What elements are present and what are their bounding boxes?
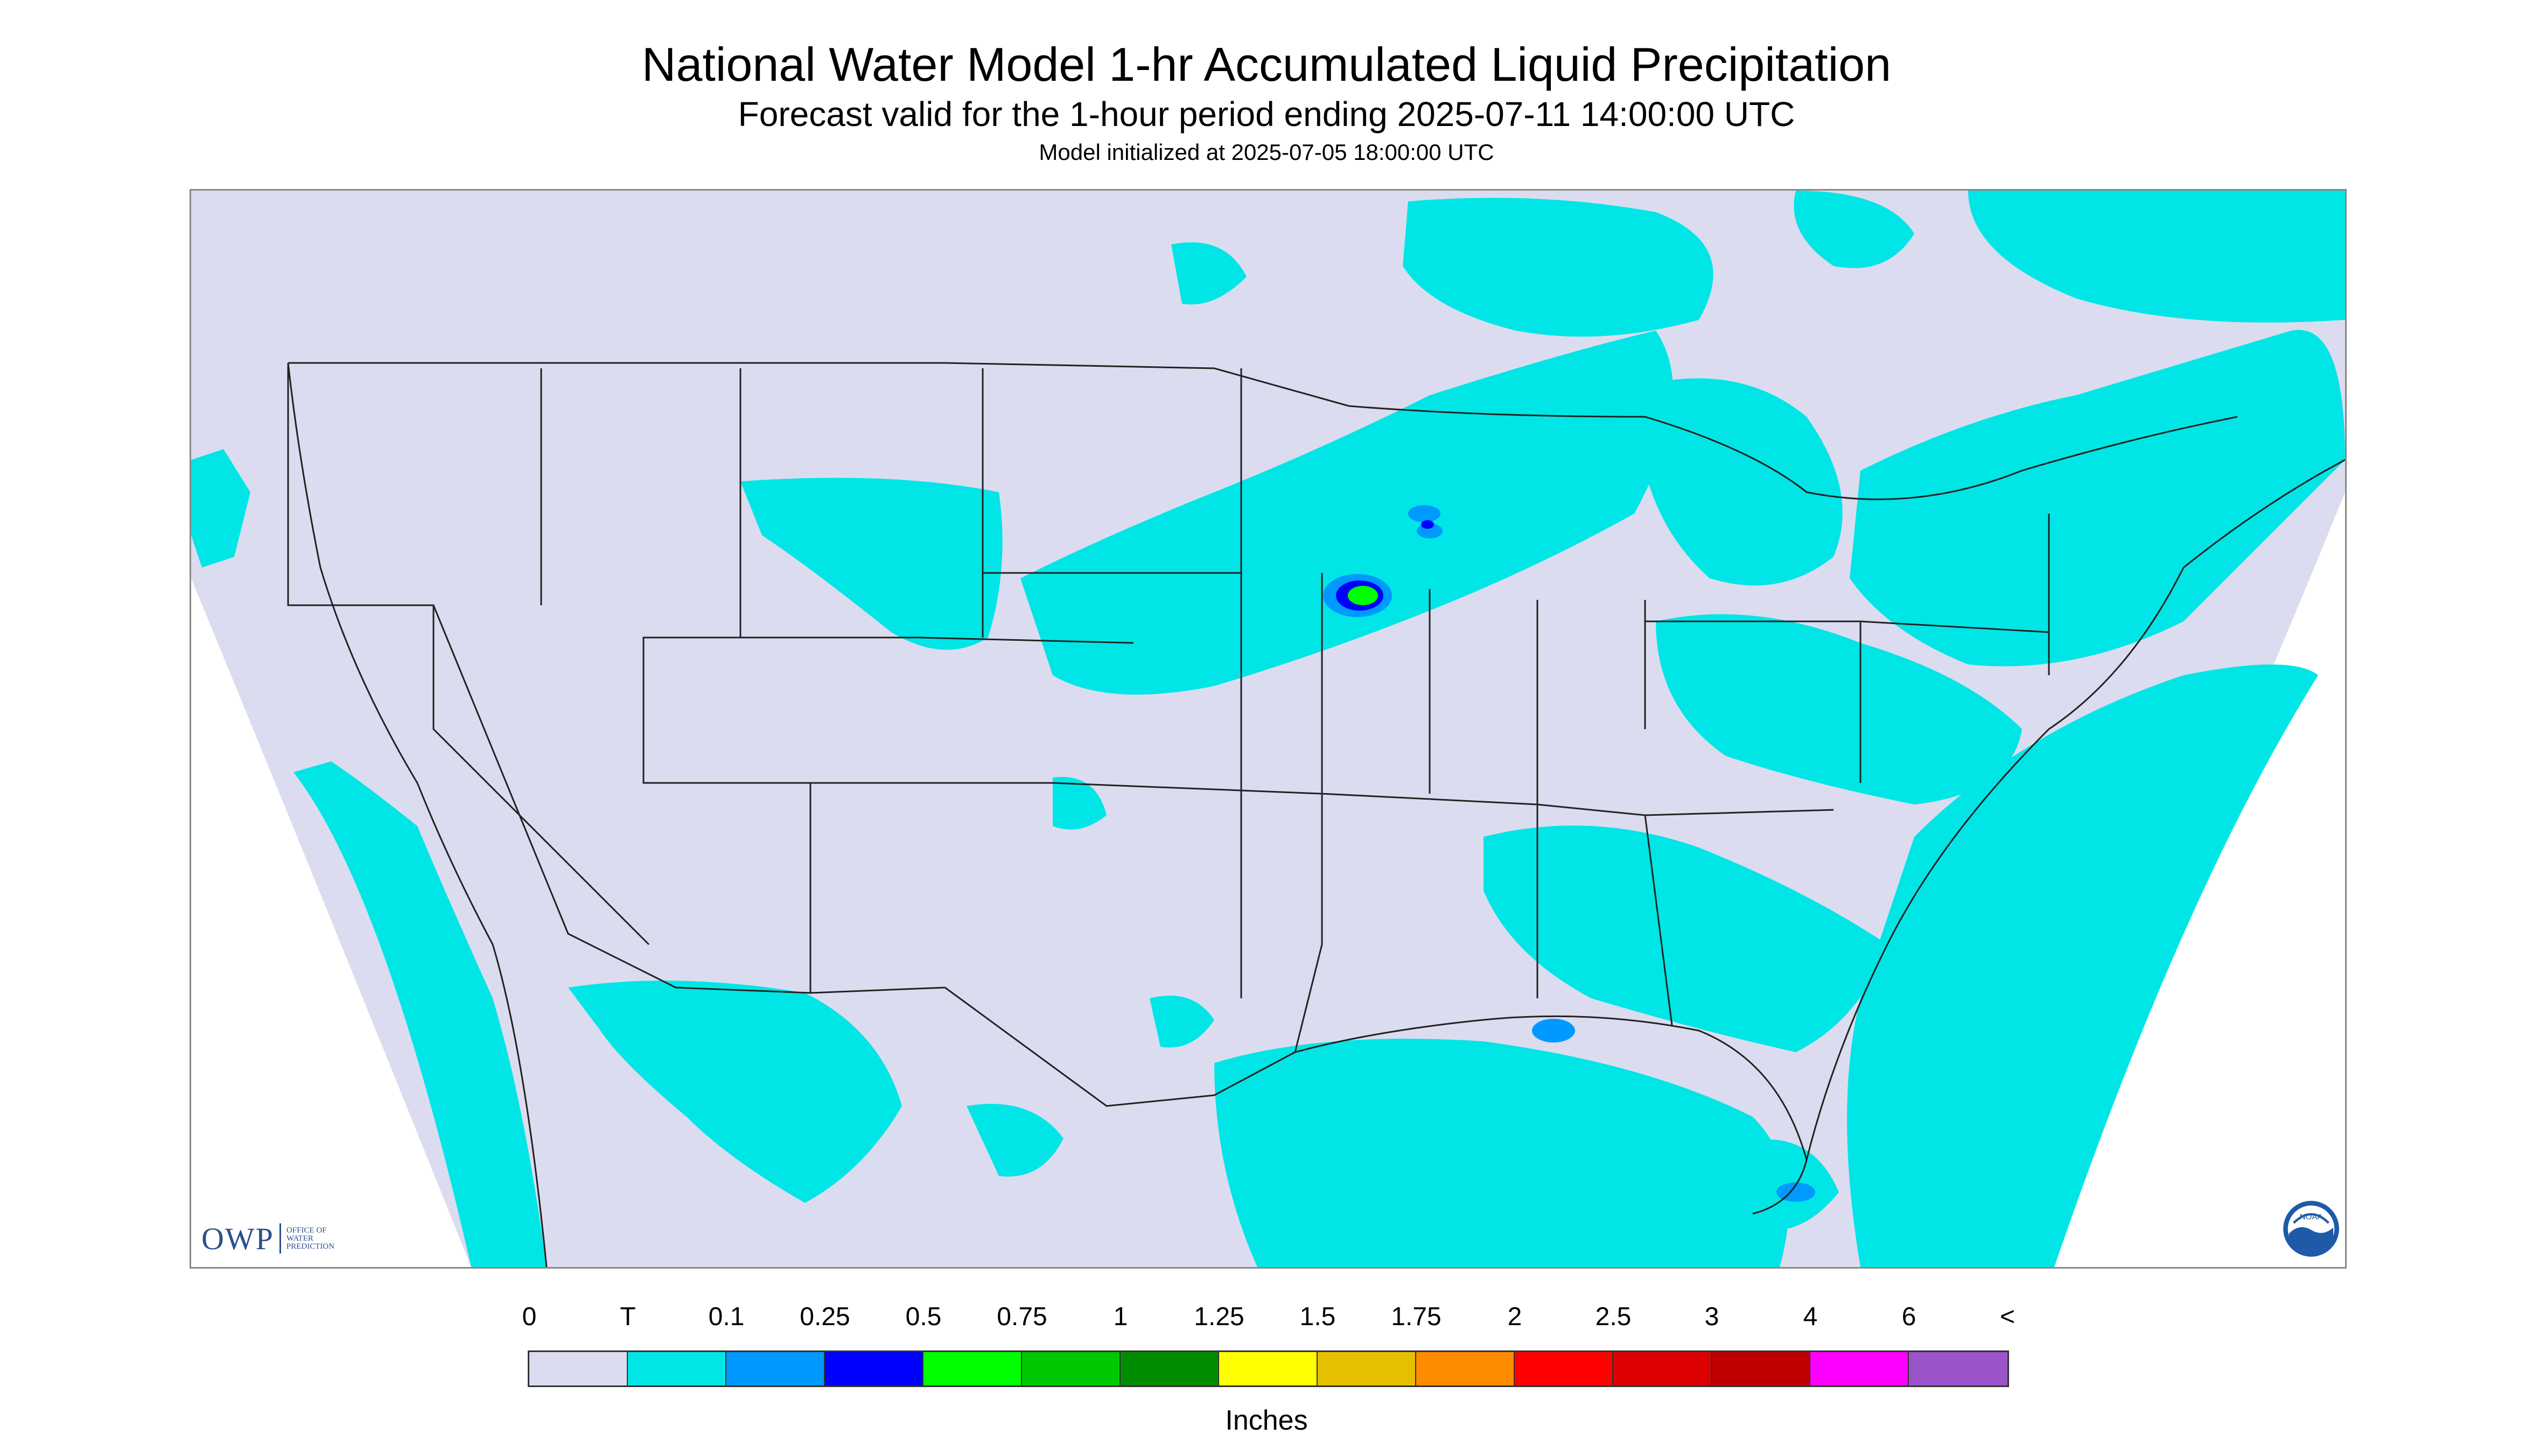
legend-swatch: [825, 1352, 923, 1385]
legend-label: <: [1999, 1303, 2016, 1331]
legend-label: 1.75: [1391, 1303, 1442, 1331]
legend-label: 0.75: [997, 1303, 1047, 1331]
map-subtitle: Forecast valid for the 1-hour period end…: [738, 95, 1795, 134]
noaa-logo-icon: NOAA: [2283, 1201, 2339, 1257]
legend-swatch: [1810, 1352, 1909, 1385]
legend-label: 0.25: [800, 1303, 850, 1331]
legend-label: 1: [1113, 1303, 1128, 1331]
legend-swatch: [726, 1352, 825, 1385]
legend-swatch: [1613, 1352, 1712, 1385]
legend-swatch: [1219, 1352, 1318, 1385]
legend-label: 1.25: [1194, 1303, 1244, 1331]
owp-logo: OWP OFFICE OF WATER PREDICTION: [201, 1221, 351, 1256]
legend-swatch: [1318, 1352, 1416, 1385]
legend-swatch: [1712, 1352, 1810, 1385]
legend-label: 2: [1507, 1303, 1522, 1331]
legend-colorbar: [528, 1350, 2009, 1387]
legend-label: 4: [1803, 1303, 1818, 1331]
legend-swatch: [1416, 1352, 1515, 1385]
legend-label: 1.5: [1299, 1303, 1336, 1331]
model-init-text: Model initialized at 2025-07-05 18:00:00…: [1039, 139, 1494, 165]
legend-label: 2.5: [1595, 1303, 1632, 1331]
owp-logo-divider: [279, 1223, 281, 1254]
legend-swatch: [923, 1352, 1022, 1385]
legend-label: 6: [1901, 1303, 1916, 1331]
legend-units: Inches: [1225, 1405, 1308, 1436]
legend-swatch: [628, 1352, 726, 1385]
legend-label: 0.1: [708, 1303, 745, 1331]
legend-label: 0.5: [905, 1303, 942, 1331]
noaa-logo-text: NOAA: [2300, 1213, 2324, 1222]
domain-mask-left: [191, 578, 471, 1267]
legend-swatch: [529, 1352, 628, 1385]
legend-swatch: [1515, 1352, 1613, 1385]
legend-labels: 0 T 0.1 0.25 0.5 0.75 1 1.25 1.5 1.75 2 2.5 3 4 6 <: [522, 1302, 2016, 1334]
trace-precip-areas: [191, 191, 2345, 1267]
legend-swatch: [1121, 1352, 1219, 1385]
state-boundaries: [287, 362, 2345, 1267]
legend-label: T: [620, 1303, 636, 1331]
owp-logo-subtext: OFFICE OF WATER PREDICTION: [286, 1226, 335, 1251]
domain-mask-right: [2000, 492, 2345, 1267]
owp-logo-text: OWP: [201, 1221, 274, 1256]
legend-swatch: [1022, 1352, 1121, 1385]
map-canvas: [191, 191, 2345, 1267]
legend-swatch: [1909, 1352, 2007, 1385]
legend-label: 0: [522, 1303, 537, 1331]
precipitation-map: [190, 189, 2347, 1269]
legend-label: 3: [1704, 1303, 1719, 1331]
heavy-precip-areas: [1348, 586, 1378, 605]
map-title: National Water Model 1-hr Accumulated Li…: [641, 38, 1892, 91]
